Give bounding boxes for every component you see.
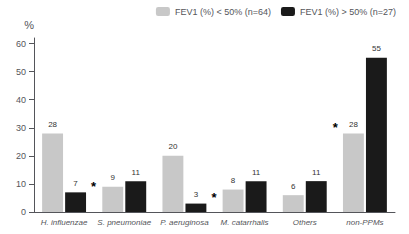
- svg-text:11: 11: [252, 168, 261, 177]
- svg-text:Others: Others: [293, 218, 317, 227]
- svg-text:20: 20: [168, 142, 177, 151]
- svg-text:60: 60: [16, 39, 26, 49]
- svg-text:S. pneumoniae: S. pneumoniae: [97, 218, 151, 227]
- svg-text:3: 3: [194, 190, 199, 199]
- svg-text:40: 40: [16, 95, 26, 105]
- svg-text:M. catarrhalis: M. catarrhalis: [221, 218, 269, 227]
- svg-text:28: 28: [349, 120, 358, 129]
- svg-text:0: 0: [21, 207, 26, 217]
- svg-text:%: %: [24, 19, 34, 31]
- svg-text:28: 28: [48, 120, 57, 129]
- svg-text:*: *: [333, 120, 339, 135]
- svg-text:55: 55: [372, 44, 381, 53]
- svg-text:FEV1 (%) > 50% (n=27): FEV1 (%) > 50% (n=27): [300, 7, 396, 17]
- svg-text:H. influenzae: H. influenzae: [41, 218, 88, 227]
- svg-text:8: 8: [231, 176, 236, 185]
- svg-text:11: 11: [132, 168, 141, 177]
- svg-text:20: 20: [16, 151, 26, 161]
- svg-text:*: *: [211, 190, 217, 205]
- svg-text:10: 10: [16, 179, 26, 189]
- svg-text:50: 50: [16, 67, 26, 77]
- svg-text:6: 6: [291, 182, 296, 191]
- svg-text:7: 7: [73, 179, 78, 188]
- svg-text:9: 9: [111, 173, 116, 182]
- svg-text:*: *: [91, 179, 97, 194]
- svg-text:FEV1 (%) < 50% (n=64): FEV1 (%) < 50% (n=64): [175, 7, 271, 17]
- svg-text:non-PPMs: non-PPMs: [346, 218, 383, 227]
- svg-text:11: 11: [312, 168, 321, 177]
- svg-text:30: 30: [16, 123, 26, 133]
- svg-text:P. aeruginosa: P. aeruginosa: [160, 218, 209, 227]
